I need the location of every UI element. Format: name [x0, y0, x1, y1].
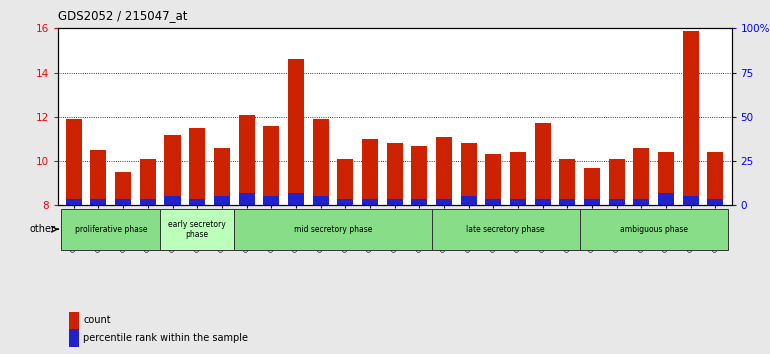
Bar [140, 199, 156, 205]
Bar [337, 199, 353, 205]
Bar [160, 209, 234, 250]
Bar [432, 209, 580, 250]
Bar [485, 199, 501, 205]
Bar [559, 159, 575, 205]
Bar [337, 159, 353, 205]
Bar [411, 199, 427, 205]
Bar [584, 168, 600, 205]
Bar [485, 154, 501, 205]
Bar [239, 115, 255, 205]
Bar [116, 199, 131, 205]
Bar [658, 152, 674, 205]
Bar [411, 145, 427, 205]
Bar [460, 143, 477, 205]
Text: mid secretory phase: mid secretory phase [293, 225, 372, 234]
Bar [263, 126, 280, 205]
Bar [534, 124, 551, 205]
Text: early secretory
phase: early secretory phase [169, 219, 226, 239]
Bar [90, 199, 106, 205]
Bar [140, 159, 156, 205]
Text: other: other [29, 224, 55, 234]
Bar [580, 209, 728, 250]
Bar [362, 139, 378, 205]
Bar [62, 209, 160, 250]
Bar [510, 152, 526, 205]
Bar [436, 137, 452, 205]
Bar [263, 196, 280, 205]
Bar [436, 199, 452, 205]
Bar [683, 30, 699, 205]
Bar [214, 196, 230, 205]
Bar [658, 193, 674, 205]
Bar [313, 196, 329, 205]
Bar [362, 199, 378, 205]
Bar [65, 119, 82, 205]
Text: percentile rank within the sample: percentile rank within the sample [83, 333, 248, 343]
Bar [165, 196, 180, 205]
Bar [584, 199, 600, 205]
Bar [189, 128, 206, 205]
Bar [460, 196, 477, 205]
Bar [559, 199, 575, 205]
Bar [288, 59, 304, 205]
Bar [90, 150, 106, 205]
Bar [239, 193, 255, 205]
Text: GDS2052 / 215047_at: GDS2052 / 215047_at [58, 9, 187, 22]
Bar [708, 152, 724, 205]
Text: late secretory phase: late secretory phase [467, 225, 545, 234]
Bar [634, 148, 649, 205]
Bar [634, 199, 649, 205]
Bar [214, 148, 230, 205]
Bar [510, 199, 526, 205]
Bar [189, 199, 206, 205]
Bar [534, 199, 551, 205]
Bar [234, 209, 432, 250]
Bar [609, 159, 624, 205]
Text: ambiguous phase: ambiguous phase [620, 225, 688, 234]
Bar [116, 172, 131, 205]
Bar [313, 119, 329, 205]
Bar [288, 193, 304, 205]
Bar [387, 143, 403, 205]
Bar [165, 135, 180, 205]
Bar [609, 199, 624, 205]
Text: count: count [83, 315, 111, 325]
Text: proliferative phase: proliferative phase [75, 225, 147, 234]
Bar [387, 199, 403, 205]
Bar [683, 196, 699, 205]
Bar [708, 199, 724, 205]
Bar [65, 199, 82, 205]
